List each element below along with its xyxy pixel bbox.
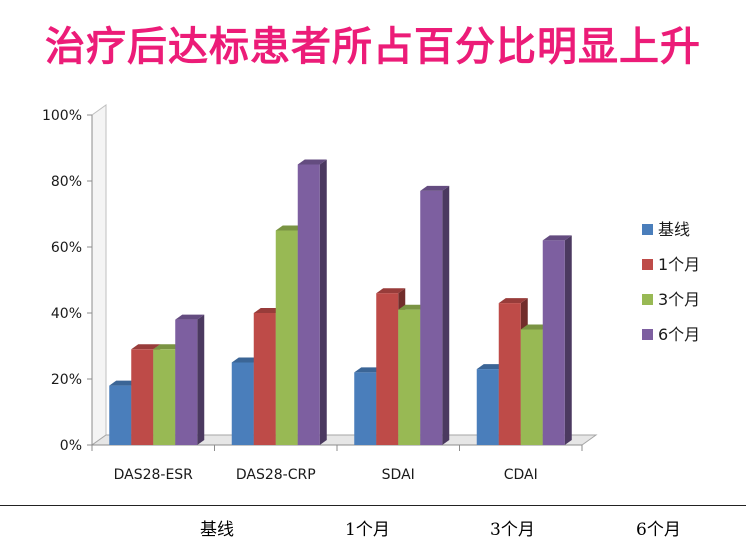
bar-top [520, 324, 550, 330]
bar-front [498, 303, 521, 445]
bar-top [476, 364, 506, 370]
bar [542, 235, 572, 445]
bottom-label-baseline: 基线 [200, 520, 234, 540]
chart-bars [109, 159, 572, 445]
bar [420, 185, 450, 445]
chart-tick-labels: 0% 20% 40% 60% 80% 100% DAS28-ESR DAS28-CRP SDAI… [42, 108, 538, 483]
bar-front [153, 349, 176, 445]
bar-top [253, 308, 283, 313]
legend-swatch [642, 259, 653, 270]
bar-side [319, 159, 327, 445]
x-tick-label: DAS28-CRP [236, 467, 316, 483]
y-tick-label: 80% [51, 174, 82, 190]
bar-top [398, 304, 428, 310]
bar-top [131, 344, 161, 350]
bar-front [376, 293, 399, 445]
chart-legend: 基线 1个月 3个月 6个月 [642, 220, 700, 344]
page-title: 治疗后达标患者所占百分比明显上升 [45, 24, 701, 70]
bar-side [564, 235, 572, 445]
bar-top [542, 235, 572, 241]
bottom-divider [0, 505, 746, 506]
bar-top [153, 344, 183, 350]
bar-side [442, 185, 450, 445]
bar-front [520, 329, 543, 445]
bar-top [175, 314, 205, 320]
bottom-label-1-month: 1个月 [345, 520, 390, 540]
bar-top [297, 159, 327, 165]
y-tick-label: 60% [51, 240, 82, 256]
legend-label: 3个月 [658, 290, 700, 309]
bar-top [109, 380, 139, 386]
bar-front [275, 230, 298, 445]
bar-front [109, 385, 132, 445]
bar-front [297, 164, 320, 445]
y-tick-label: 0% [60, 438, 82, 454]
bar-front [542, 240, 565, 445]
bar-front [131, 349, 154, 445]
bar-top [275, 225, 305, 231]
bar-front [253, 313, 276, 445]
legend-label: 1个月 [658, 255, 700, 274]
legend-label: 基线 [658, 220, 690, 239]
y-tick-label: 40% [51, 306, 82, 322]
legend-swatch [642, 329, 653, 340]
x-tick-label: CDAI [504, 467, 538, 483]
bar-front [398, 309, 421, 445]
chart-side-wall [91, 104, 107, 446]
x-tick-label: SDAI [382, 467, 415, 483]
bar-top [354, 367, 384, 373]
x-tick-label: DAS28-ESR [114, 467, 194, 483]
bar-top [231, 357, 261, 363]
bar-side [197, 314, 205, 445]
bar-front [231, 362, 254, 445]
bottom-label-6-month: 6个月 [636, 520, 681, 540]
legend-swatch [642, 224, 653, 235]
bar-top [376, 288, 406, 294]
bar-front [354, 372, 377, 445]
legend-swatch [642, 294, 653, 305]
bar [175, 314, 205, 445]
bar-front [476, 369, 499, 445]
legend-label: 6个月 [658, 325, 700, 344]
y-tick-label: 100% [42, 108, 82, 124]
bar [297, 159, 327, 445]
bar-top [498, 298, 528, 304]
y-tick-label: 20% [51, 372, 82, 388]
bottom-label-3-month: 3个月 [490, 520, 535, 540]
bar-front [175, 319, 198, 445]
bar-front [420, 190, 443, 445]
bar-top [420, 185, 450, 191]
